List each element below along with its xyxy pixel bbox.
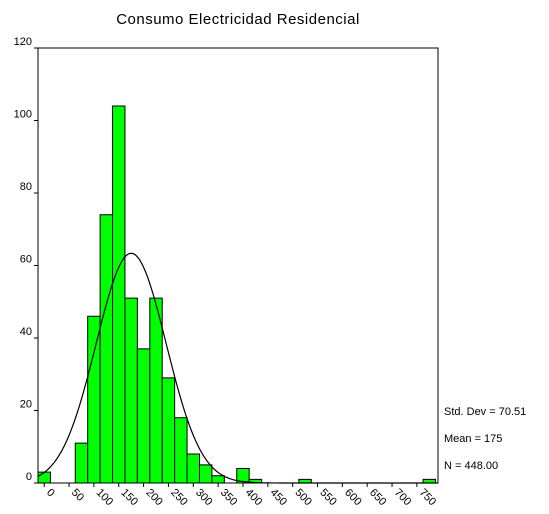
x-tick-label: 50: [69, 487, 86, 504]
x-tick-label: 150: [119, 487, 140, 508]
x-tick-label: 600: [342, 487, 363, 508]
x-tick-label: 450: [268, 487, 289, 508]
bar: [211, 475, 225, 484]
stat-label: Std. Dev = 70.51: [444, 406, 526, 418]
x-tick-label: 550: [317, 487, 338, 508]
bar: [198, 464, 213, 484]
bar: [136, 348, 151, 484]
bar: [99, 214, 114, 484]
y-tick-label: 0: [26, 471, 32, 483]
y-tick-label: 100: [14, 108, 32, 120]
bar: [149, 297, 163, 484]
bar: [87, 315, 101, 484]
x-tick-label: 400: [243, 487, 264, 508]
y-tick-label: 120: [14, 36, 32, 48]
stat-label: N = 448.00: [444, 460, 498, 472]
stat-label: Mean = 175: [444, 433, 502, 445]
x-tick-label: 750: [417, 487, 438, 508]
x-tick-label: 100: [94, 487, 115, 508]
bar: [174, 417, 188, 484]
bar: [74, 442, 89, 484]
bar: [112, 105, 126, 484]
bar: [186, 453, 200, 484]
x-tick-label: 650: [367, 487, 388, 508]
bar: [124, 297, 138, 484]
x-tick-label: 700: [392, 487, 413, 508]
x-tick-label: 500: [292, 487, 313, 508]
y-tick-label: 20: [20, 398, 32, 410]
y-tick-label: 60: [20, 253, 32, 265]
y-tick-label: 80: [20, 181, 32, 193]
bar: [37, 471, 51, 484]
x-tick-label: 200: [143, 487, 164, 508]
x-tick-label: 300: [193, 487, 214, 508]
bar: [161, 377, 176, 484]
x-tick-label: 350: [218, 487, 239, 508]
x-tick-label: 0: [44, 487, 57, 500]
plot-frame: [37, 47, 439, 484]
chart-title: Consumo Electricidad Residencial: [116, 11, 360, 28]
y-tick-label: 40: [20, 326, 32, 338]
x-tick-label: 250: [168, 487, 189, 508]
